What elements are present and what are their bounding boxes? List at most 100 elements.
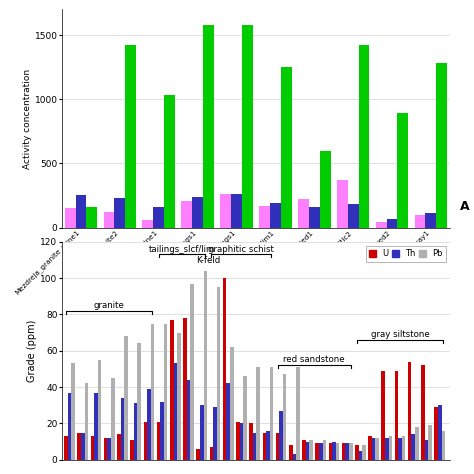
Bar	[111, 378, 115, 460]
Bar	[177, 333, 181, 460]
Bar	[253, 432, 256, 460]
Bar	[348, 204, 358, 228]
Bar	[306, 442, 310, 460]
Bar	[385, 438, 389, 460]
Bar	[309, 207, 319, 228]
Bar	[242, 25, 253, 228]
Bar	[213, 407, 217, 460]
Bar	[243, 376, 247, 460]
Bar	[68, 392, 71, 460]
Bar	[249, 423, 253, 460]
Bar	[395, 371, 398, 460]
Bar	[397, 113, 408, 228]
Bar	[302, 440, 306, 460]
Bar	[402, 436, 405, 460]
Bar	[170, 320, 173, 460]
Bar	[196, 449, 200, 460]
Bar	[108, 438, 111, 460]
Bar	[415, 215, 426, 228]
Bar	[332, 442, 336, 460]
Y-axis label: Grade (ppm): Grade (ppm)	[27, 319, 37, 382]
Bar	[342, 444, 346, 460]
Bar	[173, 364, 177, 460]
Bar	[292, 454, 296, 460]
Bar	[187, 380, 191, 460]
Bar	[86, 207, 97, 228]
Text: A: A	[460, 201, 469, 213]
Bar	[144, 422, 147, 460]
Bar	[411, 434, 415, 460]
Bar	[270, 367, 273, 460]
Bar	[98, 360, 101, 460]
Bar	[125, 46, 136, 228]
Bar	[283, 374, 286, 460]
Bar	[124, 336, 128, 460]
Bar	[441, 431, 445, 460]
Bar	[210, 447, 213, 460]
Bar	[147, 389, 151, 460]
Text: granite: granite	[94, 301, 125, 310]
Bar	[349, 444, 353, 460]
Bar	[76, 195, 86, 228]
Bar	[279, 410, 283, 460]
Bar	[270, 203, 281, 228]
Bar	[256, 367, 260, 460]
Bar	[298, 199, 309, 228]
Bar	[372, 438, 375, 460]
Bar	[296, 367, 300, 460]
Bar	[398, 438, 402, 460]
Bar	[154, 207, 164, 228]
Bar	[426, 213, 436, 228]
Bar	[220, 194, 231, 228]
Bar	[240, 423, 243, 460]
Bar	[64, 436, 68, 460]
Bar	[408, 362, 411, 460]
Bar	[355, 445, 359, 460]
Bar	[164, 95, 175, 228]
Bar	[203, 25, 214, 228]
Bar	[191, 283, 194, 460]
Bar	[94, 392, 98, 460]
Bar	[143, 220, 154, 228]
Y-axis label: Activity concentration: Activity concentration	[23, 68, 32, 169]
Text: K-feld: K-feld	[196, 256, 220, 265]
Bar	[157, 422, 160, 460]
Bar	[104, 438, 108, 460]
Bar	[289, 445, 292, 460]
Text: red sandstone: red sandstone	[283, 356, 345, 365]
Bar	[81, 432, 84, 460]
Bar	[428, 425, 432, 460]
Bar	[281, 67, 292, 228]
Bar	[227, 383, 230, 460]
Bar	[65, 208, 76, 228]
Bar	[375, 438, 379, 460]
Bar	[322, 440, 326, 460]
Legend: U, Th, Pb: U, Th, Pb	[366, 246, 446, 262]
Bar	[337, 180, 348, 228]
Bar	[203, 271, 207, 460]
Bar	[387, 219, 397, 228]
Bar	[84, 383, 88, 460]
Text: tailings_slcf/lim: tailings_slcf/lim	[149, 245, 215, 254]
Bar	[259, 206, 270, 228]
Bar	[137, 344, 141, 460]
Bar	[117, 434, 121, 460]
Bar	[164, 323, 167, 460]
Bar	[358, 46, 369, 228]
Bar	[436, 64, 447, 228]
Bar	[425, 440, 428, 460]
Bar	[121, 398, 124, 460]
Bar	[336, 444, 339, 460]
Bar	[183, 318, 187, 460]
Bar	[91, 436, 94, 460]
Bar	[230, 347, 234, 460]
Bar	[438, 405, 441, 460]
Bar	[182, 201, 192, 228]
Text: gray siltstone: gray siltstone	[371, 330, 429, 339]
Bar	[382, 371, 385, 460]
Bar	[263, 432, 266, 460]
Bar	[77, 432, 81, 460]
Bar	[231, 194, 242, 228]
Bar	[319, 151, 330, 228]
Bar	[71, 364, 75, 460]
